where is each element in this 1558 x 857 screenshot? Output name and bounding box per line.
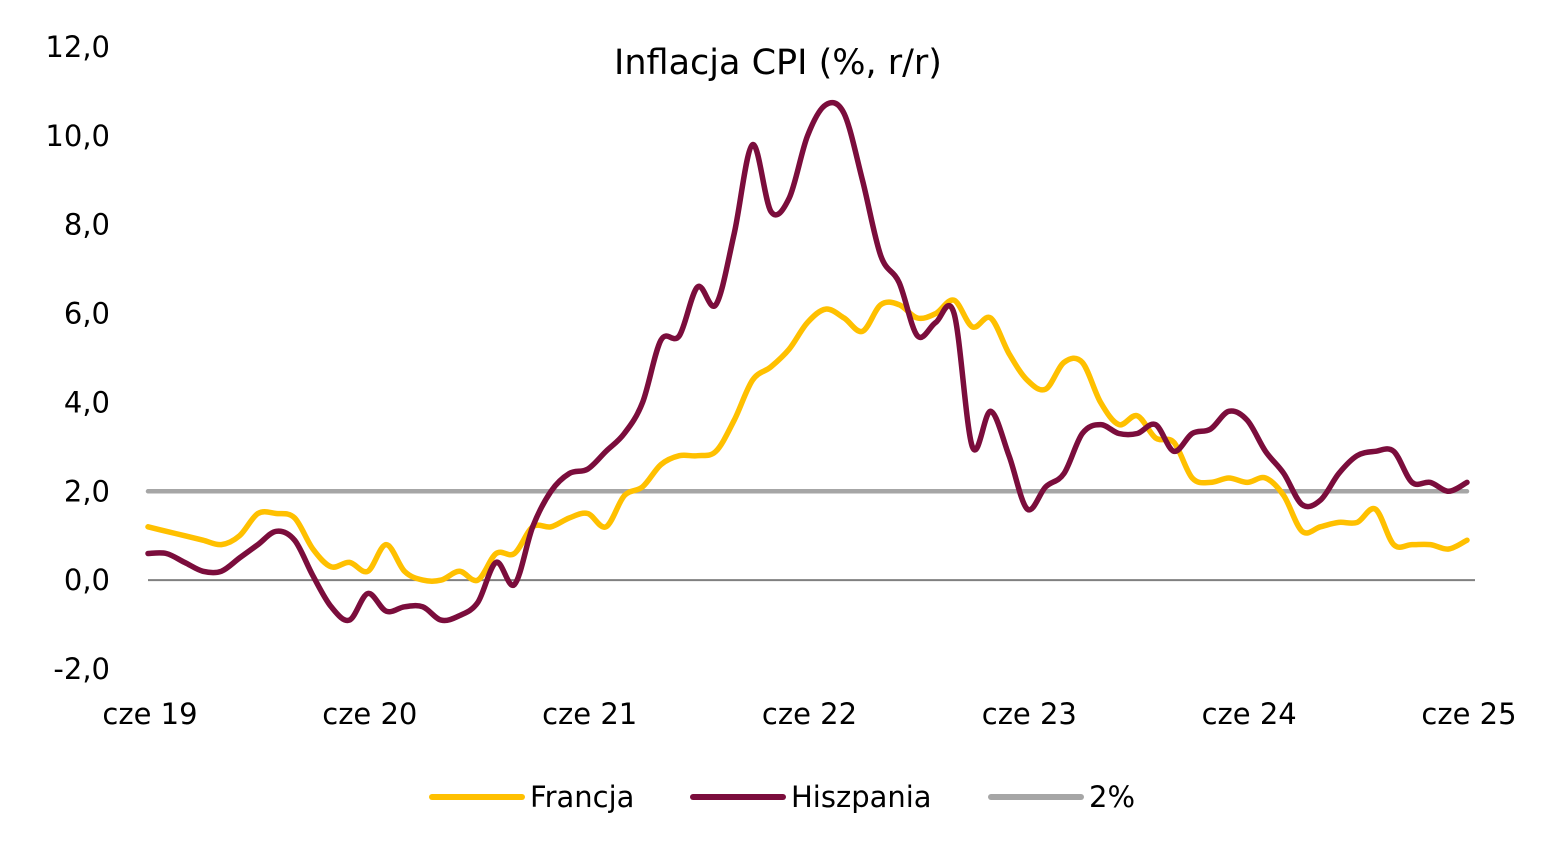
legend-label-2pct: 2% (1089, 780, 1135, 814)
series-line-francja (145, 297, 1470, 584)
y-tick-label: 0,0 (64, 563, 110, 597)
x-tick-label: cze 22 (762, 697, 857, 731)
legend: Francja Hiszpania 2% (429, 780, 1135, 814)
series-line-hiszpania (145, 99, 1470, 624)
x-tick-label: cze 19 (102, 697, 197, 731)
legend-label-francja: Francja (530, 780, 634, 814)
x-tick-label: cze 21 (542, 697, 637, 731)
y-tick-label: 12,0 (45, 30, 110, 64)
x-tick-label: cze 25 (1421, 697, 1516, 731)
y-tick-label: -2,0 (53, 652, 110, 686)
x-tick-label: cze 24 (1202, 697, 1297, 731)
x-axis: cze 19 cze 20 cze 21 cze 22 cze 23 cze 24 cze … (102, 697, 1516, 731)
x-tick-label: cze 23 (982, 697, 1077, 731)
legend-item-2pct: 2% (988, 780, 1135, 814)
y-tick-label: 6,0 (64, 297, 110, 331)
y-axis: 12,0 10,0 8,0 6,0 4,0 2,0 0,0 -2,0 (45, 30, 110, 686)
chart-title: Inflacja CPI (%, r/r) (614, 43, 942, 83)
legend-item-hiszpania: Hiszpania (690, 780, 932, 814)
y-tick-label: 10,0 (45, 119, 110, 153)
y-tick-label: 4,0 (64, 385, 110, 419)
legend-label-hiszpania: Hiszpania (791, 780, 932, 814)
legend-item-francja: Francja (429, 780, 634, 814)
series-layer (145, 99, 1470, 624)
y-tick-label: 8,0 (64, 208, 110, 242)
y-tick-label: 2,0 (64, 474, 110, 508)
x-tick-label: cze 20 (322, 697, 417, 731)
